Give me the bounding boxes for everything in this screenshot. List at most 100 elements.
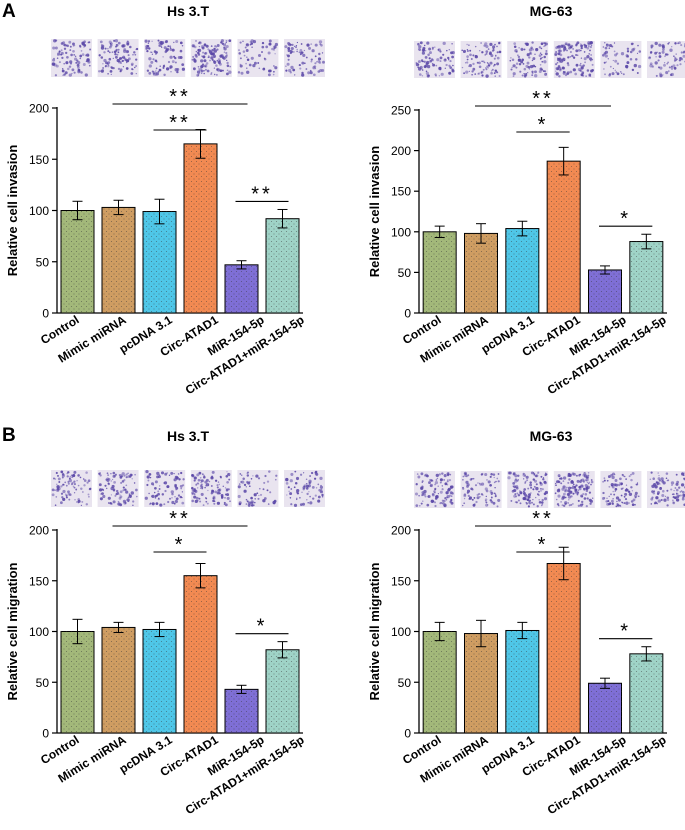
cell-dot bbox=[73, 44, 76, 47]
cell-dot bbox=[515, 62, 519, 66]
cell-dot bbox=[105, 478, 108, 481]
cell-dot bbox=[161, 493, 165, 496]
cell-dot bbox=[107, 47, 109, 50]
cell-dot bbox=[510, 499, 513, 502]
cell-dot bbox=[135, 58, 138, 61]
cell-dot bbox=[657, 472, 659, 474]
cell-dot bbox=[557, 479, 560, 483]
cell-dot bbox=[681, 497, 685, 501]
cell-dot bbox=[420, 59, 424, 62]
cell-dot bbox=[567, 481, 570, 484]
cell-dot bbox=[54, 489, 56, 491]
cell-dot bbox=[439, 60, 442, 63]
cell-dot bbox=[128, 493, 130, 495]
y-axis-label: Relative cell migration bbox=[5, 562, 20, 700]
cell-dot bbox=[264, 474, 267, 478]
cell-dot bbox=[637, 64, 642, 69]
cell-dot bbox=[421, 68, 424, 71]
cell-dot bbox=[543, 60, 547, 64]
cell-dot bbox=[577, 67, 582, 72]
cell-dot bbox=[567, 495, 572, 499]
cell-dot bbox=[86, 58, 90, 62]
cell-dot bbox=[533, 485, 536, 488]
cell-dot bbox=[204, 68, 207, 71]
cell-dot bbox=[517, 55, 521, 59]
cell-dot bbox=[62, 41, 66, 45]
cell-dot bbox=[657, 499, 661, 503]
cell-dot bbox=[108, 57, 112, 61]
cell-dot bbox=[193, 489, 197, 493]
cell-dot bbox=[290, 49, 292, 52]
cell-dot bbox=[426, 503, 430, 507]
cell-dot bbox=[507, 476, 511, 480]
cell-dot bbox=[144, 496, 148, 500]
cell-dot bbox=[621, 72, 623, 74]
cell-dot bbox=[298, 51, 301, 54]
cell-dot bbox=[435, 64, 438, 67]
bar-texture bbox=[464, 233, 498, 313]
cell-dot bbox=[564, 502, 567, 505]
cell-dot bbox=[631, 471, 635, 475]
cell-dot bbox=[487, 480, 491, 484]
cell-dot bbox=[487, 64, 491, 67]
cell-dot bbox=[672, 495, 675, 499]
cell-dot bbox=[310, 60, 313, 63]
cell-dot bbox=[146, 44, 150, 48]
cell-dot bbox=[86, 481, 89, 484]
cell-dot bbox=[492, 45, 496, 49]
cell-dot bbox=[528, 56, 531, 59]
cell-dot bbox=[522, 491, 526, 495]
cell-dot bbox=[663, 62, 666, 64]
cell-dot bbox=[568, 473, 572, 478]
cell-dot bbox=[134, 53, 137, 56]
bar-texture bbox=[225, 264, 258, 313]
y-tick-label: 200 bbox=[29, 524, 49, 538]
cell-dot bbox=[87, 493, 90, 496]
cell-dot bbox=[612, 490, 614, 493]
cell-dot bbox=[575, 484, 578, 487]
cell-dot bbox=[633, 47, 636, 50]
cell-dot bbox=[476, 496, 480, 500]
cell-dot bbox=[204, 52, 207, 55]
significance-label: ** bbox=[169, 508, 191, 530]
cell-dot bbox=[75, 62, 78, 64]
cell-dot bbox=[452, 64, 454, 67]
cell-dot bbox=[77, 61, 81, 65]
cell-dot bbox=[579, 473, 581, 476]
cell-dot bbox=[590, 483, 592, 486]
cell-dot bbox=[569, 490, 573, 494]
cell-dot bbox=[207, 489, 209, 492]
cell-dot bbox=[485, 74, 489, 78]
cell-dot bbox=[204, 486, 206, 489]
cell-dot bbox=[220, 476, 222, 479]
cell-dot bbox=[461, 49, 463, 52]
cell-dot bbox=[471, 73, 473, 76]
cell-dot bbox=[125, 476, 128, 479]
cell-dot bbox=[520, 47, 524, 51]
cell-dot bbox=[673, 489, 675, 492]
cell-dot bbox=[104, 47, 107, 50]
cell-dot bbox=[541, 60, 544, 63]
cell-dot bbox=[229, 65, 232, 68]
cell-dot bbox=[440, 72, 444, 76]
cell-dot bbox=[610, 499, 614, 503]
cell-dot bbox=[672, 64, 676, 68]
cell-dot bbox=[539, 64, 542, 66]
cell-dot bbox=[629, 50, 633, 54]
cell-dot bbox=[612, 498, 614, 500]
cell-dot bbox=[151, 502, 155, 506]
cell-dot bbox=[415, 483, 418, 486]
cell-dot bbox=[468, 44, 470, 46]
cell-dot bbox=[493, 476, 495, 479]
cell-dot bbox=[110, 472, 112, 475]
cell-dot bbox=[532, 478, 536, 481]
cell-dot bbox=[299, 67, 302, 70]
cell-dot bbox=[299, 51, 303, 55]
cell-dot bbox=[72, 42, 75, 46]
cell-dot bbox=[629, 57, 633, 61]
cell-dot bbox=[590, 44, 593, 46]
y-axis-label: Relative cell invasion bbox=[5, 145, 20, 277]
cell-dot bbox=[443, 474, 447, 478]
cell-dot bbox=[246, 474, 250, 477]
cell-dot bbox=[117, 48, 120, 51]
